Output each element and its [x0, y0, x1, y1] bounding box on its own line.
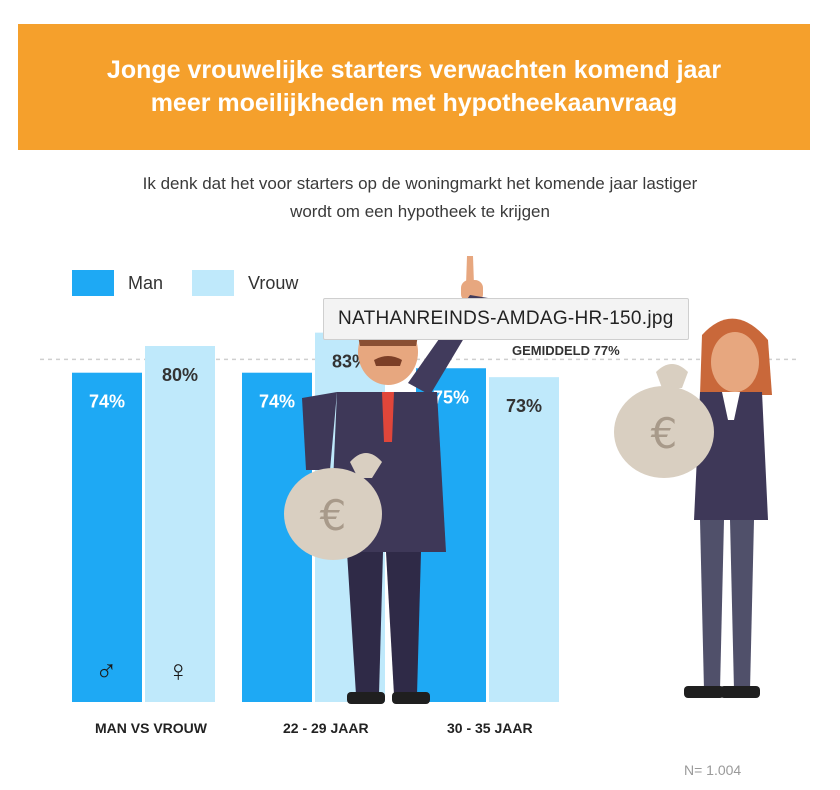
- money-bag-icon: €: [614, 364, 714, 478]
- title-banner: Jonge vrouwelijke starters verwachten ko…: [18, 24, 810, 150]
- title-line-2: meer moeilijkheden met hypotheekaanvraag: [150, 89, 678, 117]
- female-symbol-icon: ♀: [167, 655, 190, 688]
- legend-swatch-vrouw: [192, 270, 234, 296]
- average-label: GEMIDDELD 77%: [512, 343, 620, 358]
- image-filename-tooltip: NATHANREINDS-AMDAG-HR-150.jpg: [323, 298, 689, 340]
- value-label-man-2: 75%: [433, 387, 469, 407]
- svg-text:€: €: [651, 409, 678, 458]
- sample-size-note: N= 1.004: [684, 762, 742, 778]
- bar-man-0: [72, 372, 142, 702]
- value-label-man-0: 74%: [89, 392, 125, 412]
- value-label-vrouw-0: 80%: [162, 365, 198, 385]
- woman-with-money-bag-illustration: [684, 318, 772, 698]
- legend-swatch-man: [72, 270, 114, 296]
- money-bag-icon: €: [284, 453, 382, 560]
- chart-subtitle: Ik denk dat het voor starters op de woni…: [40, 170, 800, 226]
- legend-item-man: Man: [72, 270, 163, 296]
- legend-label-vrouw: Vrouw: [248, 272, 299, 293]
- x-tick-label-2: 30 - 35 JAAR: [447, 720, 533, 736]
- legend-label-man: Man: [128, 272, 164, 293]
- pointing-hand-illustration: [461, 256, 483, 302]
- value-label-vrouw-2: 73%: [506, 396, 542, 416]
- bar-vrouw-0: [145, 346, 215, 702]
- bar-vrouw-2: [489, 377, 559, 702]
- illustration: € €: [284, 256, 772, 704]
- x-tick-label-0: MAN VS VROUW: [95, 720, 207, 736]
- subtitle-line-1: Ik denk dat het voor starters op de woni…: [142, 174, 698, 193]
- legend-item-vrouw: Vrouw: [192, 270, 298, 296]
- x-tick-label-1: 22 - 29 JAAR: [283, 720, 369, 736]
- value-label-man-1: 74%: [259, 392, 295, 412]
- subtitle-line-2: wordt om een hypotheek te krijgen: [290, 202, 550, 221]
- title-line-1: Jonge vrouwelijke starters verwachten ko…: [106, 56, 722, 84]
- svg-text:€: €: [320, 491, 347, 540]
- male-symbol-icon: ♂: [95, 655, 118, 688]
